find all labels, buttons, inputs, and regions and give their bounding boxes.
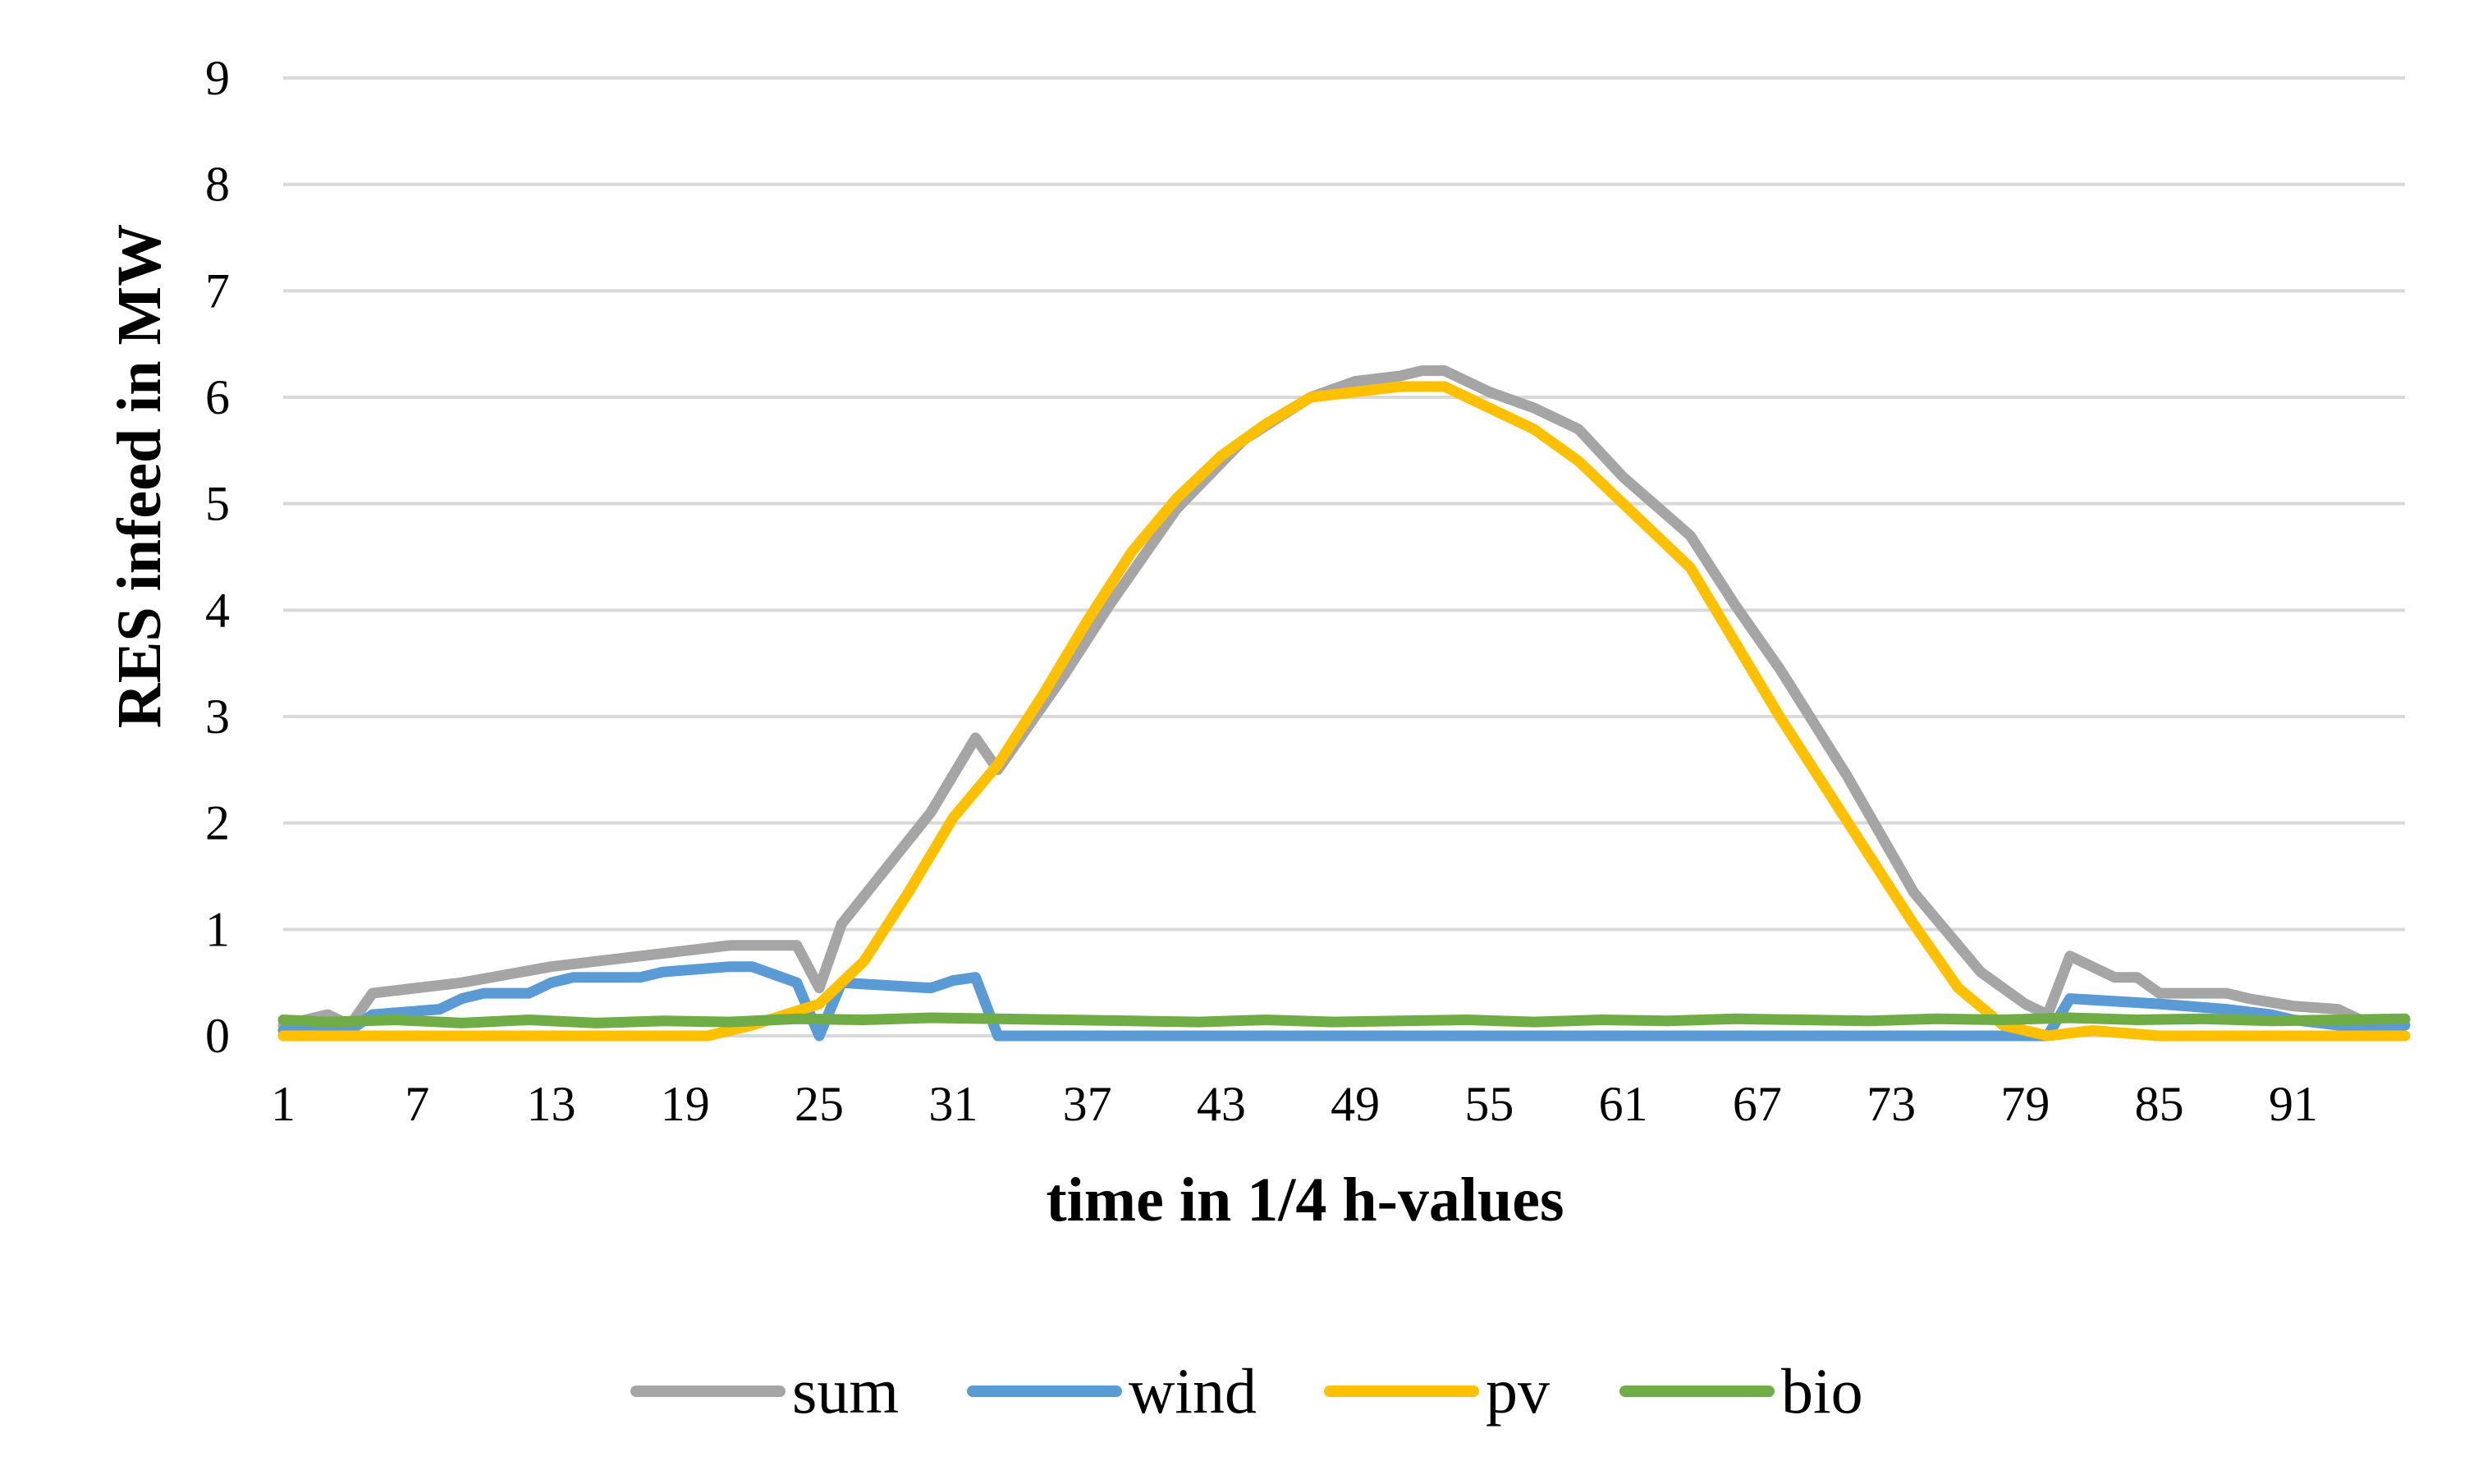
- gridlines: [283, 76, 2405, 1037]
- legend-label-wind: wind: [1129, 1355, 1257, 1427]
- y-tick-label: 2: [205, 796, 230, 850]
- y-axis-tick-labels: 0 1 2 3 4 5 6 7 8 9: [205, 51, 230, 1063]
- x-tick-label: 43: [1197, 1077, 1246, 1131]
- x-tick-label: 25: [795, 1077, 844, 1131]
- x-tick-label: 1: [271, 1077, 295, 1131]
- series-lines: [277, 365, 2411, 1042]
- x-tick-label: 55: [1464, 1077, 1514, 1131]
- legend-label-bio: bio: [1781, 1355, 1863, 1427]
- legend-item-pv: pv: [1324, 1355, 1550, 1427]
- x-tick-label: 19: [661, 1077, 710, 1131]
- y-tick-label: 9: [205, 51, 230, 105]
- legend-label-pv: pv: [1486, 1355, 1550, 1427]
- legend-label-sum: sum: [792, 1355, 899, 1427]
- y-tick-label: 0: [205, 1009, 230, 1063]
- legend-item-sum: sum: [630, 1355, 899, 1427]
- x-tick-label: 7: [405, 1077, 429, 1131]
- x-tick-label: 85: [2135, 1077, 2184, 1131]
- legend-item-bio: bio: [1619, 1355, 1863, 1427]
- y-tick-label: 5: [205, 477, 230, 531]
- y-tick-label: 1: [205, 902, 230, 956]
- y-tick-label: 6: [205, 370, 230, 424]
- y-axis-title: RES infeed in MW: [105, 224, 174, 728]
- series-line-bio: [277, 1012, 2411, 1028]
- legend-item-wind: wind: [967, 1355, 1257, 1427]
- series-line-pv: [277, 381, 2411, 1042]
- x-tick-label: 91: [2269, 1077, 2318, 1131]
- x-axis-tick-labels: 1 7 13 19 25 31 37 43 49 55 61 67 73 79 85 91: [271, 1077, 2318, 1131]
- y-tick-label: 7: [205, 263, 230, 318]
- y-tick-label: 4: [205, 583, 230, 637]
- x-tick-label: 49: [1331, 1077, 1380, 1131]
- series-line-sum: [277, 365, 2411, 1031]
- x-tick-label: 67: [1733, 1077, 1782, 1131]
- x-tick-label: 37: [1063, 1077, 1112, 1131]
- y-tick-label: 8: [205, 158, 230, 212]
- x-tick-label: 61: [1599, 1077, 1648, 1131]
- legend: sum wind pv bio: [630, 1355, 1863, 1427]
- y-tick-label: 3: [205, 689, 230, 744]
- x-axis-title: time in 1/4 h-values: [1046, 1166, 1564, 1234]
- x-tick-label: 79: [2000, 1077, 2050, 1131]
- x-tick-label: 31: [928, 1077, 978, 1131]
- x-tick-label: 13: [527, 1077, 576, 1131]
- x-tick-label: 73: [1867, 1077, 1916, 1131]
